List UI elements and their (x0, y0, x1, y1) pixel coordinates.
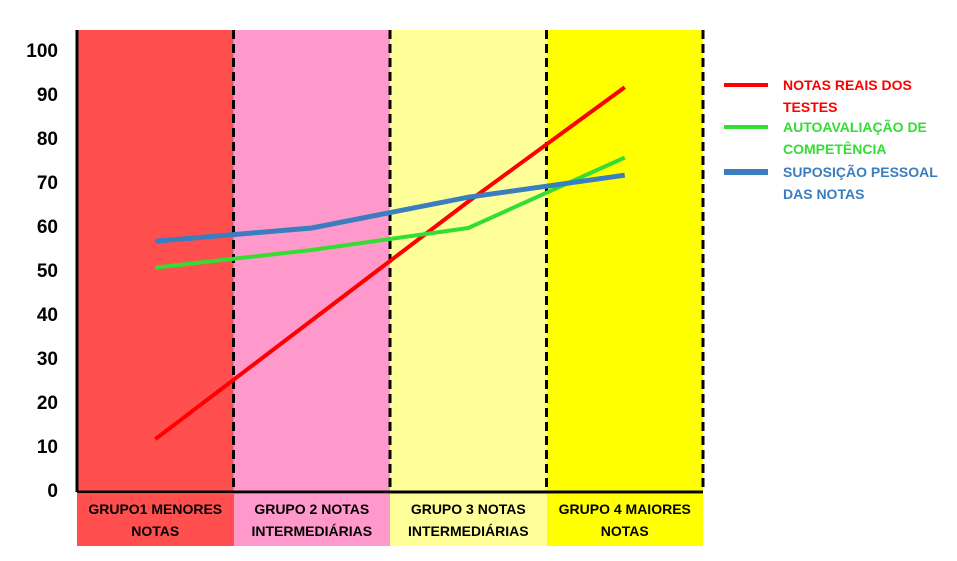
legend-label: AUTOAVALIAÇÃO DE COMPETÊNCIA (783, 119, 927, 157)
y-tick-label: 40 (37, 305, 58, 326)
y-tick-label: 80 (37, 129, 58, 150)
series-line (154, 85, 626, 441)
band (233, 30, 390, 492)
y-tick-label: 70 (37, 173, 58, 194)
legend-label: NOTAS REAIS DOS TESTES (783, 77, 912, 115)
x-tick-label: GRUPO 4 MAIORES NOTAS (546, 494, 703, 546)
y-tick-label: 100 (26, 41, 58, 62)
y-tick-label: 90 (37, 85, 58, 106)
legend-label: SUPOSIÇÃO PESSOAL DAS NOTAS (783, 164, 938, 202)
band (546, 30, 703, 492)
y-tick-label: 20 (37, 393, 58, 414)
series-line (155, 172, 626, 244)
x-tick-label: GRUPO 2 NOTAS INTERMEDIÁRIAS (233, 494, 390, 546)
series-line (155, 155, 626, 270)
x-tick-label: GRUPO1 MENORES NOTAS (77, 494, 234, 546)
y-tick-label: 30 (37, 349, 58, 370)
y-tick-label: 60 (37, 217, 58, 238)
x-tick-label: GRUPO 3 NOTAS INTERMEDIÁRIAS (390, 494, 547, 546)
y-tick-label: 0 (47, 481, 58, 502)
y-tick-label: 10 (37, 437, 58, 458)
band (390, 30, 547, 492)
y-tick-label: 50 (37, 261, 58, 282)
